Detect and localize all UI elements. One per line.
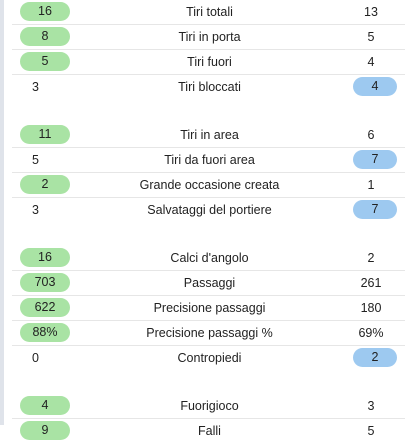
stat-row: 3 Tiri bloccati 4 xyxy=(12,75,405,99)
away-value: 2 xyxy=(367,251,375,265)
stat-row: 4 Fuorigioco 3 xyxy=(12,394,405,419)
stat-label: Tiri fuori xyxy=(187,55,232,69)
group-spacer xyxy=(12,222,405,246)
away-value: 180 xyxy=(360,301,382,315)
stat-row: 622 Precisione passaggi 180 xyxy=(12,296,405,321)
stat-label: Calci d'angolo xyxy=(170,251,249,265)
stat-label: Tiri da fuori area xyxy=(164,153,255,167)
away-value: 3 xyxy=(367,399,375,413)
away-value: 5 xyxy=(367,30,375,44)
home-value: 703 xyxy=(20,273,70,292)
home-value: 3 xyxy=(32,80,39,94)
stats-group-shots: 16 Tiri totali 13 8 Tiri in porta 5 5 Ti… xyxy=(12,0,405,99)
home-value: 11 xyxy=(20,125,70,144)
away-value: 69% xyxy=(358,326,384,340)
away-value: 2 xyxy=(353,348,397,367)
stat-row: 3 Salvataggi del portiere 7 xyxy=(12,198,405,222)
stat-row: 16 Calci d'angolo 2 xyxy=(12,246,405,271)
home-value: 622 xyxy=(20,298,70,317)
away-value: 6 xyxy=(367,128,375,142)
stat-label: Tiri totali xyxy=(186,5,233,19)
away-value: 7 xyxy=(353,200,397,219)
stats-panel: 16 Tiri totali 13 8 Tiri in porta 5 5 Ti… xyxy=(12,0,405,443)
stat-row: 16 Tiri totali 13 xyxy=(12,0,405,25)
home-value: 4 xyxy=(20,396,70,415)
stat-row: 5 Tiri da fuori area 7 xyxy=(12,148,405,173)
home-value: 2 xyxy=(20,175,70,194)
home-value: 9 xyxy=(20,421,70,440)
away-value: 4 xyxy=(367,55,375,69)
home-value: 5 xyxy=(20,52,70,71)
stat-label: Grande occasione creata xyxy=(139,178,280,192)
stat-label: Fuorigioco xyxy=(180,399,239,413)
stat-row: 9 Falli 5 xyxy=(12,419,405,443)
stat-row: 8 Tiri in porta 5 xyxy=(12,25,405,50)
away-value: 1 xyxy=(367,178,375,192)
away-value: 4 xyxy=(353,77,397,96)
group-spacer xyxy=(12,99,405,123)
stat-label: Salvataggi del portiere xyxy=(147,203,272,217)
home-value: 8 xyxy=(20,27,70,46)
home-value: 3 xyxy=(32,203,39,217)
stat-row: 703 Passaggi 261 xyxy=(12,271,405,296)
group-spacer xyxy=(12,370,405,394)
stat-label: Falli xyxy=(198,424,221,438)
home-value: 16 xyxy=(20,248,70,267)
away-value: 7 xyxy=(353,150,397,169)
stat-row: 88% Precisione passaggi % 69% xyxy=(12,321,405,346)
away-value: 13 xyxy=(364,5,378,19)
stats-group-passing: 16 Calci d'angolo 2 703 Passaggi 261 622… xyxy=(12,246,405,370)
stat-label: Passaggi xyxy=(183,276,236,290)
stat-row: 5 Tiri fuori 4 xyxy=(12,50,405,75)
stats-group-discipline: 4 Fuorigioco 3 9 Falli 5 xyxy=(12,394,405,443)
stat-label: Precisione passaggi xyxy=(153,301,266,315)
home-value: 16 xyxy=(20,2,70,21)
stat-label: Tiri bloccati xyxy=(178,80,241,94)
away-value: 5 xyxy=(367,424,375,438)
stat-row: 2 Grande occasione creata 1 xyxy=(12,173,405,198)
home-value: 0 xyxy=(32,351,39,365)
stat-label: Contropiedi xyxy=(177,351,242,365)
stat-row: 0 Contropiedi 2 xyxy=(12,346,405,370)
stat-row: 11 Tiri in area 6 xyxy=(12,123,405,148)
stat-label: Tiri in area xyxy=(180,128,239,142)
stats-group-shot-details: 11 Tiri in area 6 5 Tiri da fuori area 7… xyxy=(12,123,405,222)
stat-label: Tiri in porta xyxy=(178,30,241,44)
home-value: 5 xyxy=(32,153,39,167)
home-value: 88% xyxy=(20,323,70,342)
left-rail xyxy=(0,0,4,425)
away-value: 261 xyxy=(360,276,382,290)
stat-label: Precisione passaggi % xyxy=(146,326,273,340)
